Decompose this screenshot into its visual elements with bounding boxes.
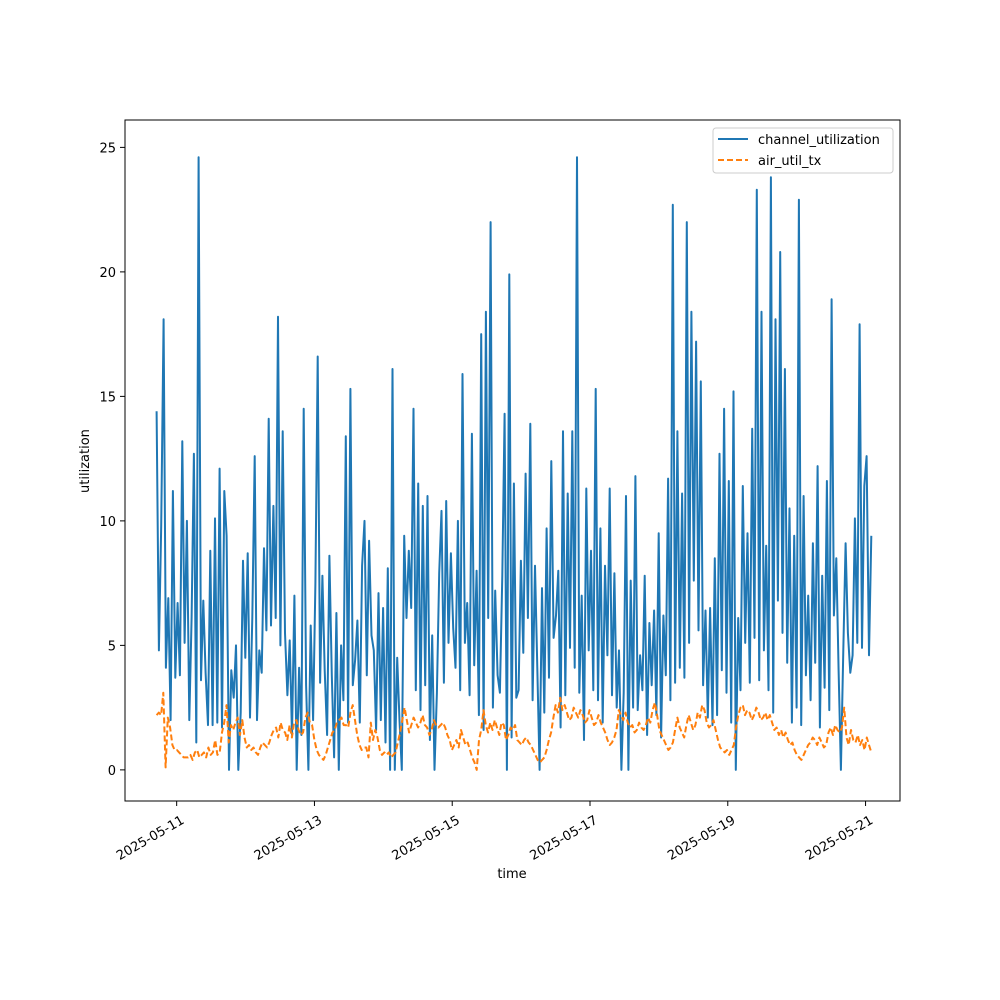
plot-frame	[124, 119, 901, 802]
series-layer	[155, 156, 873, 771]
y-axis: 0 5 10 15 20 25	[99, 141, 125, 779]
plot-area	[124, 119, 901, 802]
y-tick-label: 10	[99, 515, 116, 530]
x-tick-label: 2025-05-21	[803, 813, 876, 864]
x-tick-label: 2025-05-19	[665, 813, 738, 864]
x-tick-label: 2025-05-15	[390, 813, 463, 864]
y-tick-label: 15	[99, 390, 116, 405]
x-tick-label: 2025-05-11	[114, 813, 187, 864]
legend-box	[712, 127, 894, 174]
legend-entry-channel-utilization: channel_utilization	[758, 133, 880, 148]
legend-entry-air-util-tx: air_util_tx	[758, 154, 822, 169]
y-tick-label: 25	[99, 141, 116, 156]
y-tick-label: 20	[99, 266, 116, 281]
series-line-air-util-tx	[155, 691, 873, 771]
y-tick-label: 5	[108, 639, 116, 654]
x-tick-label: 2025-05-17	[527, 813, 600, 864]
y-axis-label: utilization	[78, 429, 93, 493]
legend: channel_utilization air_util_tx	[712, 127, 894, 174]
y-tick-label: 0	[108, 764, 116, 779]
x-axis-label: time	[497, 867, 526, 882]
series-line-channel-utilization	[155, 156, 873, 771]
x-tick-label: 2025-05-13	[252, 813, 325, 864]
x-axis: 2025-05-11 2025-05-13 2025-05-15 2025-05-17…	[114, 801, 876, 864]
